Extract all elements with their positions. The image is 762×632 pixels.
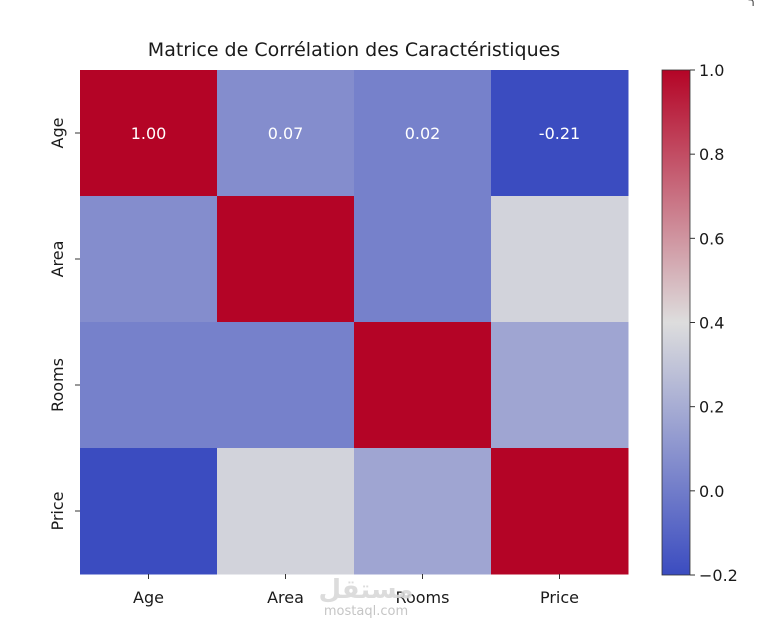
y-tick-label: Price <box>48 491 67 530</box>
heatmap-cell-value: 0.02 <box>405 124 441 143</box>
heatmap-cell-area-price <box>491 196 629 323</box>
corner-mark: ר <box>748 0 755 9</box>
heatmap-cell-rooms-age <box>80 322 218 449</box>
colorbar-tick-label: 0.8 <box>699 145 724 164</box>
colorbar-tick-label: 0.2 <box>699 398 724 417</box>
heatmap-cell-value: -0.21 <box>539 124 580 143</box>
x-tick-label: Age <box>133 588 164 607</box>
colorbar: 1.0 0.8 0.6 0.4 0.2 0.0 −0.2 <box>661 61 738 585</box>
heatmap-cell-price-area <box>217 448 355 575</box>
x-tick-label: Rooms <box>396 588 450 607</box>
colorbar-tick-label: 0.6 <box>699 229 724 248</box>
heatmap-cell-area-rooms <box>354 196 492 323</box>
y-tick-label: Age <box>48 118 67 149</box>
heatmap-cell-price-price <box>491 448 629 575</box>
colorbar-gradient <box>661 69 691 576</box>
heatmap-cell-rooms-area <box>217 322 355 449</box>
colorbar-tick-label: 0.4 <box>699 314 724 333</box>
y-tick-label: Rooms <box>48 358 67 412</box>
colorbar-tick-label: 1.0 <box>699 61 724 80</box>
chart-title: Matrice de Corrélation des Caractéristiq… <box>148 39 560 61</box>
heatmap-cell-area-area <box>217 196 355 323</box>
x-tick-label: Area <box>267 588 304 607</box>
heatmap-cell-price-age <box>80 448 218 575</box>
watermark-latin: mostaql.com <box>324 604 408 619</box>
heatmap-cell-value: 0.07 <box>268 124 304 143</box>
x-tick-label: Price <box>540 588 579 607</box>
colorbar-tick-label: 0.0 <box>699 482 724 501</box>
heatmap-cell-age-age <box>80 70 218 197</box>
heatmap-cell-age-price <box>491 70 629 197</box>
colorbar-tick-label: −0.2 <box>699 566 738 585</box>
watermark: مستقل mostaql.com <box>318 575 413 619</box>
heatmap-cell-value: 1.00 <box>131 124 167 143</box>
colorbar-ticks: 1.0 0.8 0.6 0.4 0.2 0.0 −0.2 <box>690 61 738 585</box>
x-axis: Age Area Rooms Price <box>133 574 579 607</box>
heatmap-annotations: 1.00 0.07 0.02 -0.21 <box>131 124 581 143</box>
heatmap-cell-price-rooms <box>354 448 492 575</box>
y-axis: Age Area Rooms Price <box>48 118 80 531</box>
heatmap-cells <box>80 70 629 575</box>
heatmap-cell-age-area <box>217 70 355 197</box>
heatmap-cell-rooms-price <box>491 322 629 449</box>
heatmap-cell-area-age <box>80 196 218 323</box>
watermark-arabic: مستقل <box>318 575 413 605</box>
y-tick-label: Area <box>48 241 67 278</box>
heatmap-cell-rooms-rooms <box>354 322 492 449</box>
heatmap-cell-age-rooms <box>354 70 492 197</box>
